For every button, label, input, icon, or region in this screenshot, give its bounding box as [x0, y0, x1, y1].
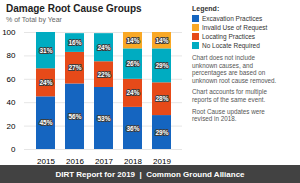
svg-text:0: 0: [11, 145, 16, 154]
svg-text:26%: 26%: [126, 60, 139, 67]
svg-text:56%: 56%: [68, 113, 81, 120]
svg-text:29%: 29%: [155, 129, 168, 136]
html-text:% of Total by Year: % of Total by Year: [6, 16, 62, 23]
svg-text:14%: 14%: [155, 37, 168, 44]
svg-text:40: 40: [7, 98, 16, 107]
svg-text:14%: 14%: [126, 37, 139, 44]
html-text:Excavation Practices: Excavation Practices: [202, 15, 263, 22]
html-text:Legend:: Legend:: [192, 5, 220, 12]
html-text:DIRT Report for 2019 | Common: DIRT Report for 2019 | Common Ground All…: [55, 169, 245, 179]
svg-text:36%: 36%: [126, 125, 139, 132]
svg-text:60: 60: [7, 75, 16, 84]
svg-text:2017: 2017: [95, 157, 113, 165]
svg-text:20: 20: [7, 122, 16, 131]
svg-text:24%: 24%: [126, 89, 139, 96]
svg-text:53%: 53%: [97, 115, 110, 122]
svg-text:80: 80: [7, 51, 16, 60]
svg-text:22%: 22%: [97, 71, 110, 78]
svg-text:31%: 31%: [39, 47, 52, 54]
html-text:Chart does not include unknown: Chart does not include unknown causes, a…: [192, 54, 277, 84]
svg-text:100: 100: [2, 28, 16, 37]
svg-text:2018: 2018: [124, 157, 142, 165]
html-text:No Locate Required: No Locate Required: [202, 42, 260, 49]
html-text:Chart accounts for multiple re: Chart accounts for multiple reports of t…: [192, 88, 267, 103]
html-text:Damage Root Cause Groups: Damage Root Cause Groups: [6, 3, 142, 14]
svg-text:27%: 27%: [68, 64, 81, 71]
html-text:Locating Practices: Locating Practices: [202, 33, 256, 40]
svg-text:29%: 29%: [155, 62, 168, 69]
svg-text:16%: 16%: [68, 39, 81, 46]
svg-text:45%: 45%: [39, 119, 52, 126]
html-text:Invalid Use of Request: Invalid Use of Request: [202, 24, 268, 31]
svg-text:28%: 28%: [155, 95, 168, 102]
svg-text:24%: 24%: [97, 44, 110, 51]
svg-text:2015: 2015: [37, 157, 55, 165]
svg-text:24%: 24%: [39, 79, 52, 86]
html-text:Root Cause updates were revise: Root Cause updates were revised in 2018.: [192, 107, 265, 123]
svg-text:2016: 2016: [66, 157, 84, 165]
svg-text:2019: 2019: [153, 157, 171, 165]
